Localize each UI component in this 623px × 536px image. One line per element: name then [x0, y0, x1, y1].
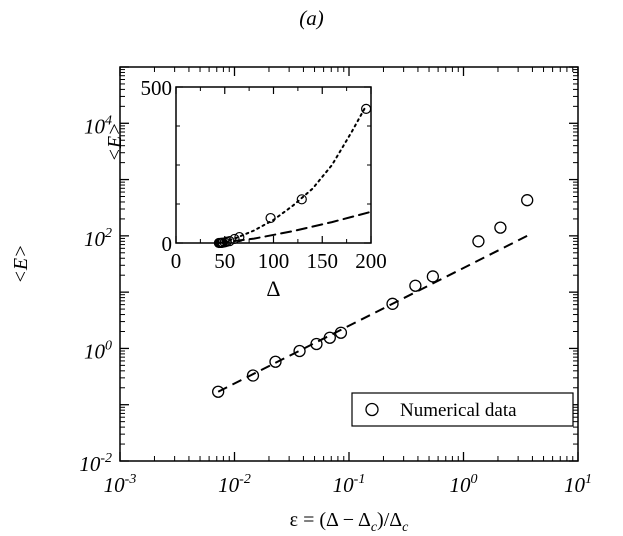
inset-x-tick-label: 100: [258, 249, 290, 273]
x-tick-label: 10-3: [104, 472, 137, 497]
main-series: [212, 194, 534, 398]
data-point: [521, 194, 534, 207]
y-tick-label: 102: [84, 226, 112, 251]
data-point: [472, 235, 485, 248]
data-point: [494, 221, 507, 234]
y-tick-label: 10-2: [79, 451, 112, 476]
inset-series: [213, 103, 372, 249]
inset-x-tick-label: 0: [171, 249, 182, 273]
panel-label: (a): [299, 6, 324, 30]
inset-dotted-fit-line: [216, 104, 368, 244]
data-point: [293, 344, 306, 358]
inset-y-axis-label: <E>: [104, 122, 126, 161]
main-x-axis-label: ε = (Δ − Δc)/Δc: [290, 509, 409, 535]
inset-tick-labels: 0 50 100 150 200 0 500: [141, 76, 387, 273]
x-tick-label: 101: [564, 472, 592, 497]
inset-data-point: [296, 194, 307, 205]
inset-dashed-fit-line: [216, 210, 372, 244]
legend-marker-circle: [365, 402, 379, 417]
inset-plot-frame: [175, 86, 372, 244]
fit-line: [217, 234, 528, 393]
main-tick-marks: [119, 66, 579, 462]
inset-data-point: [361, 103, 372, 114]
legend-box: [351, 392, 574, 427]
data-point: [409, 279, 422, 292]
y-tick-label: 104: [84, 113, 112, 138]
data-point: [426, 270, 440, 283]
data-point: [386, 297, 399, 310]
main-y-axis-label: <E>: [10, 244, 32, 283]
data-point: [246, 369, 260, 382]
legend-label: Numerical data: [400, 400, 517, 421]
data-point: [212, 385, 225, 398]
inset-x-tick-label: 50: [214, 249, 235, 273]
x-tick-label: 10-1: [333, 472, 366, 497]
inset-x-axis-label: Δ: [266, 276, 280, 301]
x-tick-label: 100: [450, 472, 478, 497]
data-point: [269, 355, 282, 368]
inset-y-tick-label: 500: [141, 76, 173, 100]
legend: Numerical data: [351, 392, 574, 427]
inset-plot: 0 50 100 150 200 0 500 Δ <E>: [104, 76, 387, 301]
inset-data-point: [234, 231, 245, 243]
inset-x-tick-label: 200: [355, 249, 387, 273]
y-tick-label: 100: [84, 338, 112, 363]
inset-data-point: [265, 212, 276, 224]
x-tick-label: 10-2: [218, 472, 251, 497]
inset-x-tick-label: 150: [307, 249, 339, 273]
inset-y-tick-label: 0: [162, 232, 173, 256]
